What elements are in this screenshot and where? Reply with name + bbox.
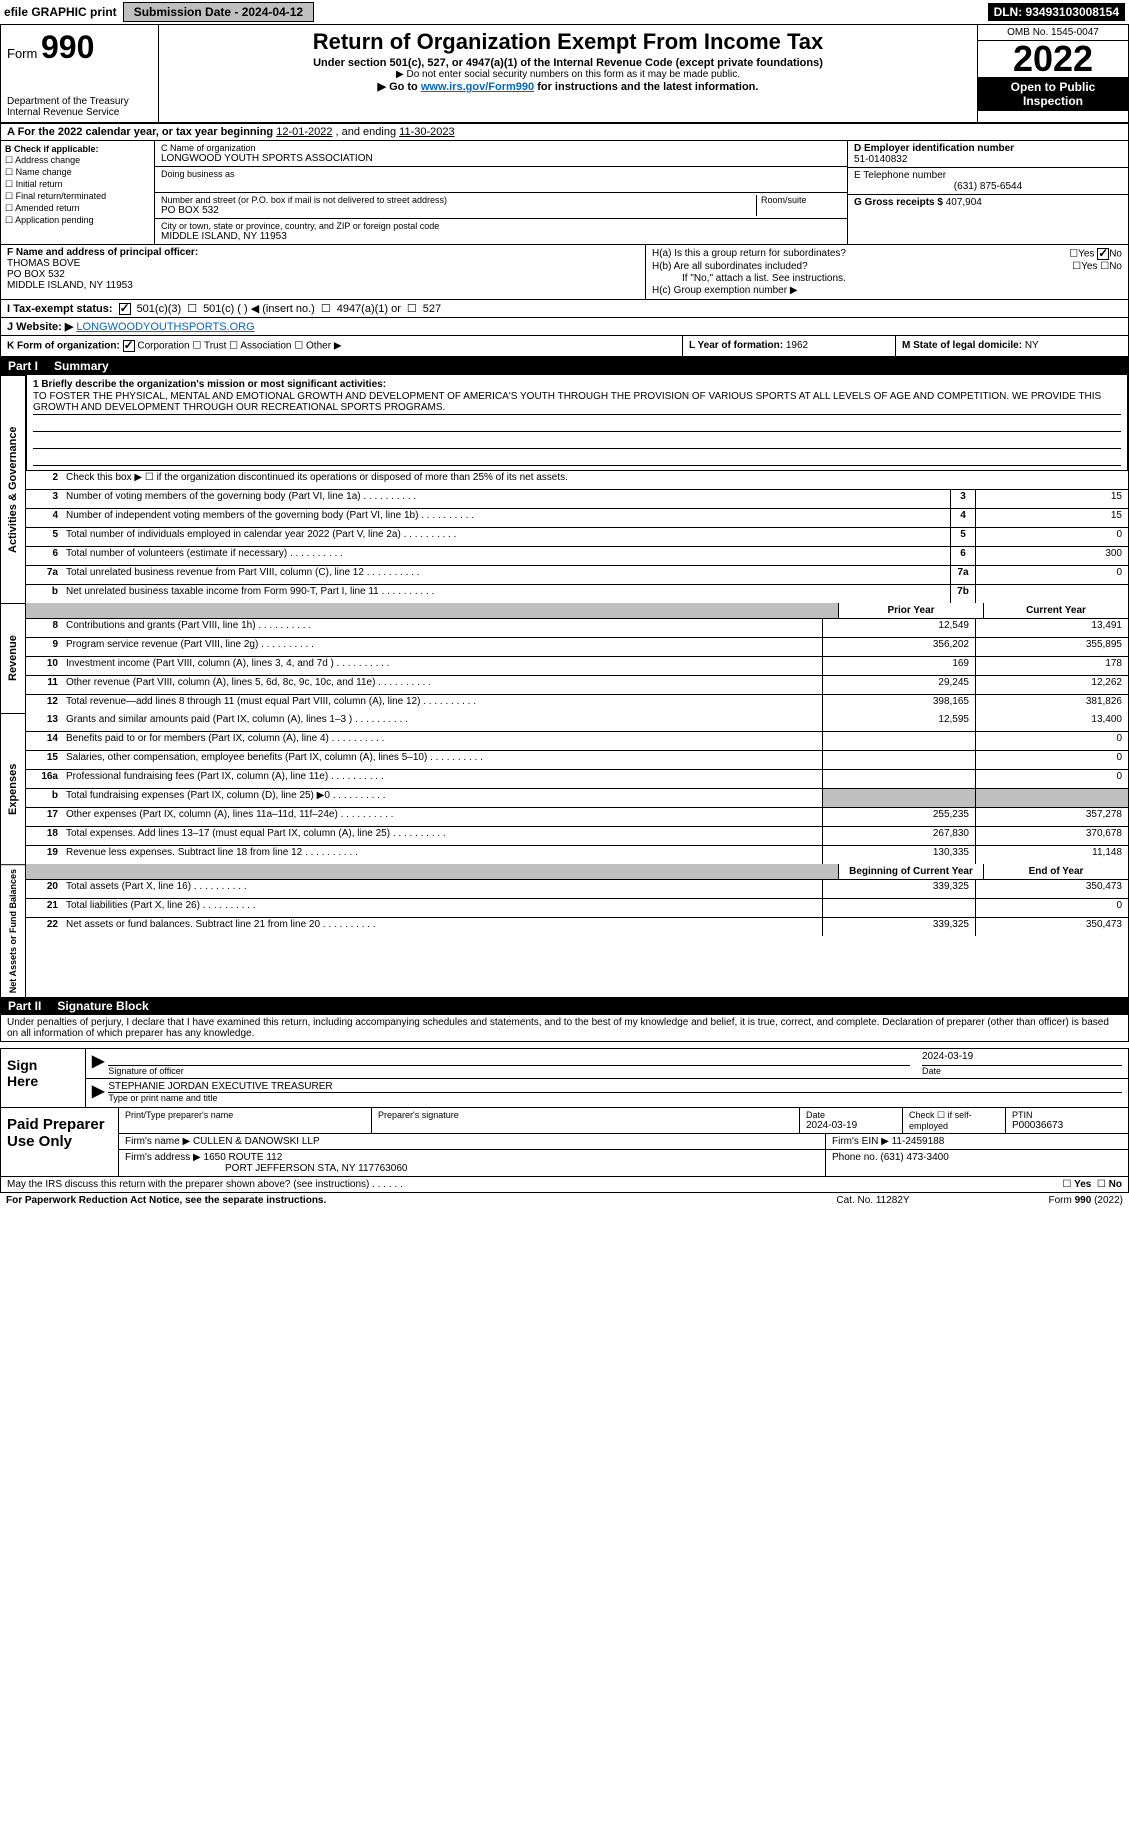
form-subtitle: Under section 501(c), 527, or 4947(a)(1)… — [165, 57, 971, 69]
irs-label: Internal Revenue Service — [7, 107, 152, 118]
section-fh: F Name and address of principal officer:… — [0, 245, 1129, 300]
officer-name: THOMAS BOVE — [7, 258, 639, 269]
firm-ein: 11-2459188 — [892, 1136, 945, 1147]
col-d: D Employer identification number51-01408… — [847, 141, 1128, 244]
irs-link[interactable]: www.irs.gov/Form990 — [421, 81, 534, 93]
mission-text: TO FOSTER THE PHYSICAL, MENTAL AND EMOTI… — [33, 390, 1121, 415]
sign-date: 2024-03-19 — [922, 1051, 1122, 1066]
form-header: Form 990 Department of the Treasury Inte… — [0, 24, 1129, 124]
dept-label: Department of the Treasury — [7, 96, 152, 107]
col-b: B Check if applicable: ☐ Address change … — [1, 141, 155, 244]
501c3-check[interactable] — [119, 303, 131, 315]
signer-name: STEPHANIE JORDAN EXECUTIVE TREASURER — [108, 1081, 1122, 1093]
form-number: Form 990 — [7, 29, 152, 66]
side-revenue: Revenue — [0, 603, 26, 713]
top-bar: efile GRAPHIC print Submission Date - 20… — [0, 0, 1129, 24]
part2-header: Part IISignature Block — [0, 997, 1129, 1015]
year-formation: 1962 — [786, 340, 808, 351]
row-j: J Website: ▶ LONGWOODYOUTHSPORTS.ORG — [0, 318, 1129, 336]
telephone: (631) 875-6544 — [854, 181, 1122, 192]
declaration: Under penalties of perjury, I declare th… — [0, 1015, 1129, 1042]
side-expenses: Expenses — [0, 713, 26, 864]
state-domicile: NY — [1025, 340, 1039, 351]
row-i: I Tax-exempt status: 501(c)(3) ☐ 501(c) … — [0, 300, 1129, 318]
section-bc: B Check if applicable: ☐ Address change … — [0, 141, 1129, 245]
paid-preparer: Paid Preparer Use Only Print/Type prepar… — [0, 1108, 1129, 1177]
row-k: K Form of organization: Corporation ☐ Tr… — [0, 336, 1129, 357]
part1-header: Part ISummary — [0, 357, 1129, 375]
col-f: F Name and address of principal officer:… — [1, 245, 646, 299]
org-name: LONGWOOD YOUTH SPORTS ASSOCIATION — [161, 153, 841, 164]
ptin: P00036673 — [1012, 1120, 1122, 1131]
efile-label: efile GRAPHIC print — [4, 5, 117, 19]
instructions-link: ▶ Go to www.irs.gov/Form990 for instruct… — [165, 80, 971, 93]
dln: DLN: 93493103008154 — [988, 3, 1125, 21]
side-activities: Activities & Governance — [0, 375, 26, 603]
footer: For Paperwork Reduction Act Notice, see … — [0, 1193, 1129, 1208]
row-a: A For the 2022 calendar year, or tax yea… — [0, 124, 1129, 141]
group-return-no[interactable] — [1097, 248, 1109, 260]
form-title: Return of Organization Exempt From Incom… — [165, 29, 971, 55]
col-h: H(a) Is this a group return for subordin… — [646, 245, 1128, 299]
corp-check[interactable] — [123, 340, 135, 352]
gross-receipts: 407,904 — [946, 197, 982, 208]
side-netassets: Net Assets or Fund Balances — [0, 864, 26, 997]
org-city: MIDDLE ISLAND, NY 11953 — [161, 231, 841, 242]
firm-name: CULLEN & DANOWSKI LLP — [193, 1136, 320, 1147]
open-to-public: Open to Public Inspection — [978, 77, 1128, 111]
ssn-note: ▶ Do not enter social security numbers o… — [165, 69, 971, 80]
submission-date: Submission Date - 2024-04-12 — [123, 2, 314, 22]
website-link[interactable]: LONGWOODYOUTHSPORTS.ORG — [76, 321, 254, 333]
ein: 51-0140832 — [854, 154, 1122, 165]
tax-year: 2022 — [978, 41, 1128, 77]
may-discuss: May the IRS discuss this return with the… — [0, 1177, 1129, 1193]
mission-block: 1 Briefly describe the organization's mi… — [26, 375, 1128, 471]
col-c: C Name of organizationLONGWOOD YOUTH SPO… — [155, 141, 847, 244]
org-address: PO BOX 532 — [161, 205, 756, 216]
firm-phone: (631) 473-3400 — [880, 1152, 948, 1163]
sign-here: SignHere ▶Signature of officer2024-03-19… — [0, 1048, 1129, 1108]
